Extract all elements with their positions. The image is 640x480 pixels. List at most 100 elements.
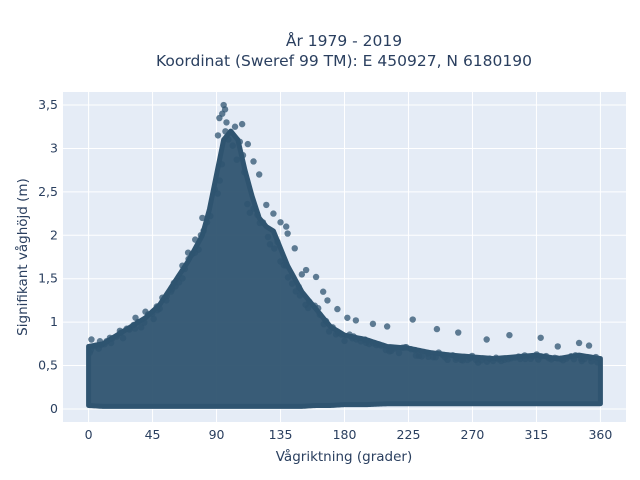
data-point — [218, 161, 226, 168]
data-point — [411, 346, 419, 354]
data-point — [116, 327, 124, 335]
data-point — [298, 271, 306, 278]
data-point — [378, 342, 385, 349]
data-point — [246, 209, 254, 216]
data-point — [229, 142, 236, 149]
x-tick-label: 315 — [525, 427, 549, 442]
chart-title-line-1: År 1979 - 2019 — [286, 31, 402, 50]
data-point — [192, 236, 199, 243]
data-point — [319, 288, 327, 295]
data-point — [149, 310, 156, 317]
data-point — [581, 355, 588, 363]
data-point — [522, 355, 529, 363]
data-point — [329, 324, 336, 331]
data-point — [142, 308, 149, 315]
data-point — [369, 320, 377, 328]
data-point — [222, 128, 229, 135]
data-point — [316, 311, 324, 318]
data-point-cloud — [86, 128, 603, 409]
data-point — [231, 123, 239, 130]
data-point — [312, 273, 320, 281]
data-point — [274, 238, 281, 246]
data-point — [334, 305, 341, 313]
data-point — [295, 283, 302, 291]
data-point — [418, 353, 426, 360]
data-point — [216, 177, 223, 184]
data-point — [282, 262, 290, 269]
data-point — [195, 246, 202, 253]
data-point — [132, 314, 139, 321]
data-point — [395, 349, 403, 357]
y-axis-ticks: 0 0,5 1 1,5 2 2,5 3 3,5 — [38, 97, 58, 416]
data-point — [585, 342, 593, 349]
data-point — [270, 210, 277, 217]
data-point — [241, 169, 248, 176]
x-axis-title: Vågriktning (grader) — [276, 448, 413, 465]
data-point — [409, 316, 416, 323]
data-point — [291, 245, 298, 252]
x-tick-label: 180 — [333, 427, 357, 442]
data-point — [455, 329, 462, 336]
data-point — [304, 304, 312, 312]
data-point — [537, 353, 545, 360]
data-point — [125, 325, 132, 333]
data-point — [383, 323, 391, 330]
data-point — [483, 336, 490, 343]
data-point — [119, 334, 127, 342]
data-point — [554, 343, 561, 350]
y-tick-label: 1,5 — [38, 271, 58, 286]
data-point — [516, 355, 524, 363]
data-point — [250, 205, 257, 212]
data-point — [266, 241, 274, 248]
data-point — [315, 305, 322, 312]
y-tick-label: 0,5 — [38, 358, 58, 373]
data-point — [214, 132, 222, 139]
x-tick-label: 225 — [397, 427, 421, 442]
x-tick-label: 270 — [461, 427, 485, 442]
data-point — [184, 249, 192, 256]
data-point — [179, 275, 186, 282]
data-point — [338, 331, 345, 338]
data-point — [223, 119, 230, 126]
data-point — [170, 279, 178, 287]
data-point — [277, 219, 284, 226]
data-point — [216, 114, 223, 122]
data-point — [233, 156, 240, 163]
data-point — [594, 359, 601, 366]
data-point — [263, 201, 270, 209]
data-point — [113, 333, 120, 340]
data-points — [86, 101, 603, 409]
data-point — [244, 200, 251, 208]
data-point — [131, 325, 139, 332]
data-point — [236, 138, 244, 145]
data-point — [563, 355, 570, 362]
data-point — [432, 354, 439, 361]
y-tick-label: 3,5 — [38, 97, 58, 112]
data-point — [141, 319, 148, 326]
y-tick-label: 0 — [50, 401, 58, 416]
data-point — [284, 230, 291, 237]
data-point — [341, 337, 348, 345]
data-point — [296, 292, 304, 299]
data-point — [444, 356, 451, 364]
data-point — [225, 136, 232, 143]
data-point — [306, 298, 313, 305]
data-point — [288, 280, 296, 287]
data-point — [575, 339, 583, 347]
data-point — [302, 266, 310, 274]
data-point — [137, 324, 145, 331]
data-point — [88, 336, 95, 343]
x-tick-label: 135 — [269, 427, 293, 442]
data-point — [239, 152, 247, 159]
data-point — [271, 245, 278, 252]
data-point — [214, 190, 221, 197]
y-axis-title: Signifikant våghöjd (m) — [14, 178, 31, 336]
data-point — [324, 297, 331, 304]
data-point — [433, 325, 441, 333]
data-point — [352, 317, 360, 324]
data-point — [250, 158, 257, 165]
data-point — [391, 345, 399, 352]
data-point — [572, 352, 579, 359]
x-tick-label: 90 — [209, 427, 225, 442]
x-tick-label: 360 — [588, 427, 612, 442]
